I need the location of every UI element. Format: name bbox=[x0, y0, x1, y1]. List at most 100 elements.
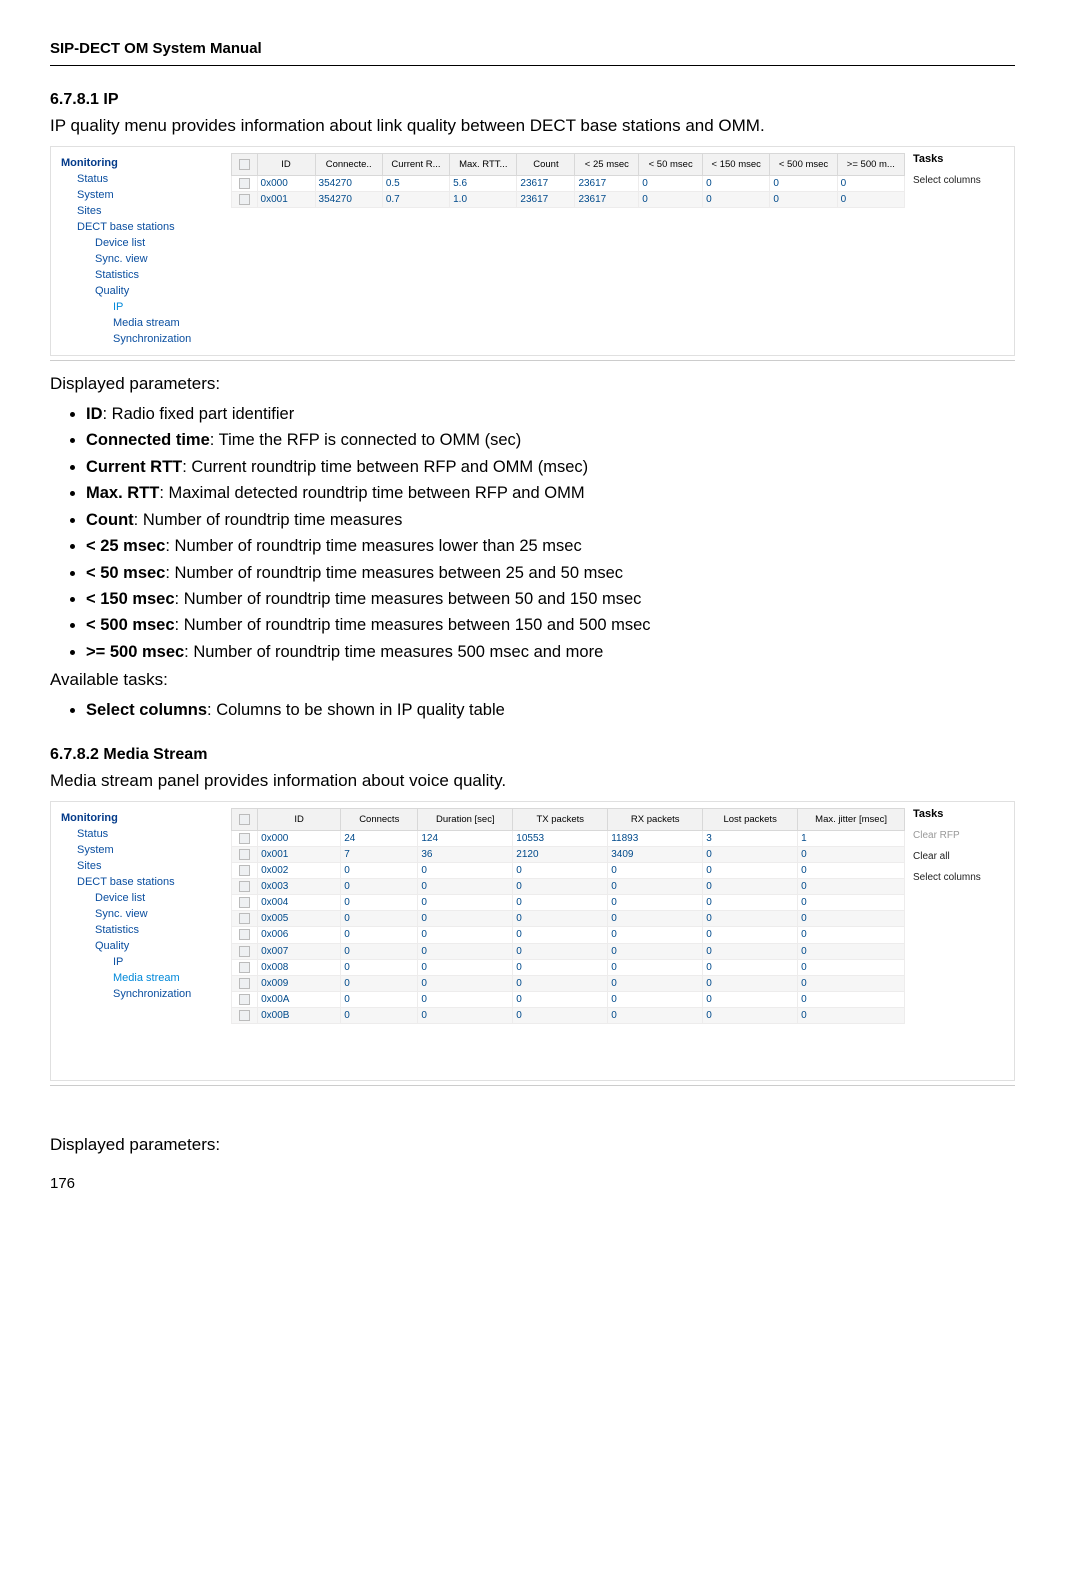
table-cell: 124 bbox=[418, 830, 513, 846]
nav-subitem[interactable]: Quality bbox=[95, 285, 231, 297]
row-checkbox[interactable] bbox=[239, 194, 250, 205]
row-checkbox[interactable] bbox=[239, 897, 250, 908]
nav-subitem[interactable]: Device list bbox=[95, 892, 231, 904]
table-row[interactable]: 0x007000000 bbox=[232, 943, 905, 959]
task-link[interactable]: Select columns bbox=[913, 872, 1008, 883]
nav-item[interactable]: Sites bbox=[77, 860, 231, 872]
nav-subitem[interactable]: Device list bbox=[95, 237, 231, 249]
table-cell: 0x004 bbox=[258, 895, 341, 911]
table-cell: 0 bbox=[513, 895, 608, 911]
row-checkbox[interactable] bbox=[239, 1010, 250, 1021]
row-checkbox[interactable] bbox=[239, 865, 250, 876]
table-header-cell[interactable]: Lost packets bbox=[703, 808, 798, 830]
table-header-cell[interactable]: Count bbox=[517, 153, 575, 175]
table-header-cell[interactable]: < 50 msec bbox=[639, 153, 703, 175]
nav-item[interactable]: System bbox=[77, 844, 231, 856]
table-cell: 0x002 bbox=[258, 862, 341, 878]
table-row[interactable]: 0x00B000000 bbox=[232, 1008, 905, 1024]
table-row[interactable]: 0x006000000 bbox=[232, 927, 905, 943]
row-checkbox[interactable] bbox=[239, 881, 250, 892]
table-header-cell[interactable]: Connects bbox=[341, 808, 418, 830]
table-cell: 0 bbox=[798, 991, 905, 1007]
table-header-cell[interactable]: ID bbox=[257, 153, 315, 175]
nav-subitem[interactable]: Sync. view bbox=[95, 908, 231, 920]
nav-leaf[interactable]: IP bbox=[113, 956, 231, 968]
nav-item[interactable]: DECT base stations bbox=[77, 221, 231, 233]
table-header-cell[interactable] bbox=[232, 153, 258, 175]
nav-item[interactable]: Status bbox=[77, 173, 231, 185]
select-all-checkbox[interactable] bbox=[239, 159, 250, 170]
table-row[interactable]: 0x009000000 bbox=[232, 975, 905, 991]
param-name: < 500 msec bbox=[86, 616, 175, 634]
param-desc: : Time the RFP is connected to OMM (sec) bbox=[210, 431, 521, 449]
table-row[interactable]: 0x002000000 bbox=[232, 862, 905, 878]
row-checkbox[interactable] bbox=[239, 849, 250, 860]
task-link[interactable]: Select columns bbox=[913, 175, 1008, 186]
table-row[interactable]: 0x004000000 bbox=[232, 895, 905, 911]
table-row[interactable]: 0x003000000 bbox=[232, 878, 905, 894]
row-checkbox[interactable] bbox=[239, 962, 250, 973]
nav-root[interactable]: Monitoring bbox=[61, 157, 231, 169]
table-cell: 0 bbox=[770, 192, 837, 208]
nav-subitem[interactable]: Statistics bbox=[95, 924, 231, 936]
table-cell: 0 bbox=[341, 991, 418, 1007]
table-header-cell[interactable]: Max. RTT... bbox=[450, 153, 517, 175]
row-checkbox[interactable] bbox=[239, 833, 250, 844]
row-checkbox[interactable] bbox=[239, 946, 250, 957]
table-header-cell[interactable]: < 500 msec bbox=[770, 153, 837, 175]
list-item: < 50 msec: Number of roundtrip time meas… bbox=[86, 563, 1015, 584]
table-header-cell[interactable]: ID bbox=[258, 808, 341, 830]
table-row[interactable]: 0x00A000000 bbox=[232, 991, 905, 1007]
table-row[interactable]: 0x005000000 bbox=[232, 911, 905, 927]
table-row[interactable]: 0x00024124105531189331 bbox=[232, 830, 905, 846]
table-header-cell[interactable]: RX packets bbox=[608, 808, 703, 830]
table-header-cell[interactable]: Max. jitter [msec] bbox=[798, 808, 905, 830]
table-header-cell[interactable]: < 25 msec bbox=[575, 153, 639, 175]
table-header-cell[interactable]: >= 500 m... bbox=[837, 153, 904, 175]
nav-leaf[interactable]: Synchronization bbox=[113, 988, 231, 1000]
row-checkbox[interactable] bbox=[239, 929, 250, 940]
nav-item[interactable]: Sites bbox=[77, 205, 231, 217]
nav-subitem[interactable]: Sync. view bbox=[95, 253, 231, 265]
table-cell: 0 bbox=[703, 975, 798, 991]
row-checkbox[interactable] bbox=[239, 913, 250, 924]
nav-item[interactable]: System bbox=[77, 189, 231, 201]
media-stream-table: IDConnectsDuration [sec]TX packetsRX pac… bbox=[231, 808, 905, 1075]
table-cell: 0 bbox=[608, 975, 703, 991]
table-header-cell[interactable]: < 150 msec bbox=[703, 153, 770, 175]
nav-root[interactable]: Monitoring bbox=[61, 812, 231, 824]
table-cell: 0 bbox=[418, 975, 513, 991]
table-cell: 0 bbox=[703, 862, 798, 878]
nav-item[interactable]: Status bbox=[77, 828, 231, 840]
table-header-cell[interactable]: Connecte.. bbox=[315, 153, 382, 175]
nav-leaf[interactable]: Media stream bbox=[113, 972, 231, 984]
table-header-cell[interactable]: Current R... bbox=[382, 153, 449, 175]
table-row[interactable]: 0x0003542700.55.623617236170000 bbox=[232, 175, 905, 191]
row-checkbox[interactable] bbox=[239, 978, 250, 989]
table-header-cell[interactable]: TX packets bbox=[513, 808, 608, 830]
task-link[interactable]: Clear all bbox=[913, 851, 1008, 862]
table-row[interactable]: 0x0013542700.71.023617236170000 bbox=[232, 192, 905, 208]
nav-leaf[interactable]: Media stream bbox=[113, 317, 231, 329]
table-row[interactable]: 0x008000000 bbox=[232, 959, 905, 975]
row-checkbox[interactable] bbox=[239, 178, 250, 189]
select-all-checkbox[interactable] bbox=[239, 814, 250, 825]
nav-subitem[interactable]: Quality bbox=[95, 940, 231, 952]
table-cell: 0x000 bbox=[258, 830, 341, 846]
table-cell: 0x001 bbox=[257, 192, 315, 208]
table-cell: 0x00A bbox=[258, 991, 341, 1007]
table-header-cell[interactable]: Duration [sec] bbox=[418, 808, 513, 830]
param-desc: : Number of roundtrip time measures 500 … bbox=[184, 643, 603, 661]
row-checkbox[interactable] bbox=[239, 994, 250, 1005]
table-cell: 0 bbox=[798, 895, 905, 911]
table-row[interactable]: 0x0017362120340900 bbox=[232, 846, 905, 862]
table-cell: 0 bbox=[418, 943, 513, 959]
table-cell: 0 bbox=[798, 911, 905, 927]
table-header-cell[interactable] bbox=[232, 808, 258, 830]
table-cell: 0 bbox=[639, 175, 703, 191]
nav-leaf[interactable]: IP bbox=[113, 301, 231, 313]
nav-subitem[interactable]: Statistics bbox=[95, 269, 231, 281]
nav-leaf[interactable]: Synchronization bbox=[113, 333, 231, 345]
nav-item[interactable]: DECT base stations bbox=[77, 876, 231, 888]
list-item: Count: Number of roundtrip time measures bbox=[86, 510, 1015, 531]
